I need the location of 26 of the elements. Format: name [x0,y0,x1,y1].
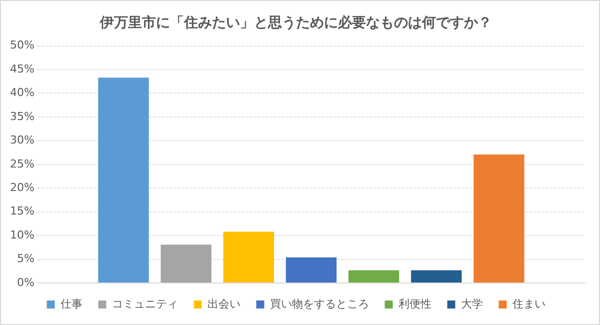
y-tick-label: 40% [10,86,34,100]
legend-label: 買い物をするところ [270,297,369,310]
bar [286,257,337,282]
legend-label: 住まい [512,297,546,310]
legend-label: 出会い [207,297,240,310]
bar [98,78,149,282]
y-tick-label: 25% [10,157,34,170]
y-tick-label: 0% [16,276,34,289]
y-tick-label: 50% [10,38,34,52]
y-tick-label: 10% [10,228,34,242]
y-tick-label: 20% [10,180,34,194]
legend-label: 仕事 [60,297,82,310]
legend-label: 大学 [460,297,483,310]
bar [474,154,524,282]
y-tick-label: 45% [10,62,34,76]
legend-label: 利便性 [398,297,432,310]
y-tick-label: 30% [10,134,34,147]
bar [223,232,274,282]
bar [348,270,400,282]
y-tick-label: 35% [10,110,34,123]
bar [160,244,212,282]
bar [411,270,462,282]
y-tick-label: 5% [16,252,34,266]
y-tick-label: 15% [10,204,34,218]
legend-label: コミュニティ [112,297,178,310]
chart-title: 伊万里市に「住みたい」と思うために必要なものは何ですか？ [99,14,492,32]
